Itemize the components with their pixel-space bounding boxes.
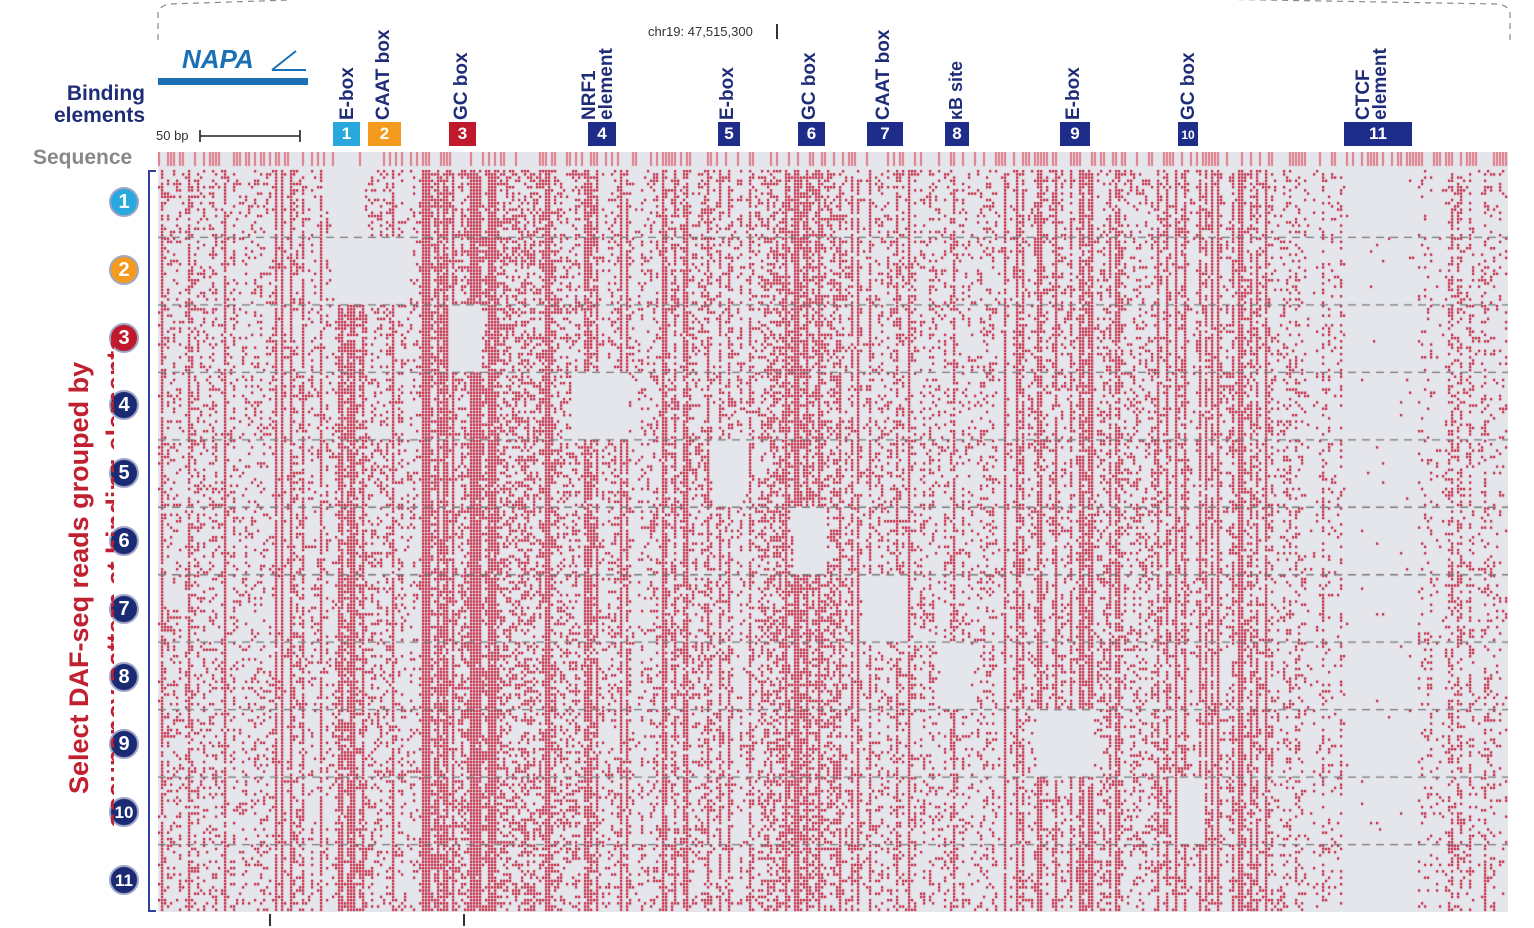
group-badge-2: 2	[109, 254, 139, 285]
group-badge-11: 11	[109, 865, 139, 895]
site-label-7: CAAT box	[873, 29, 894, 120]
site-label-6-line-1: GC box	[799, 52, 820, 120]
site-label-9: E-box	[1063, 67, 1084, 120]
binding-label-line1: Binding	[66, 82, 145, 105]
site-badge-7: 7	[867, 122, 903, 146]
sequence-label: Sequence	[33, 146, 133, 169]
group-axis-cap-bottom	[148, 910, 156, 912]
site-badge-4: 4	[588, 122, 616, 146]
binding-label-line2: elements	[53, 104, 145, 127]
bottom-tick-right	[463, 914, 465, 926]
side-title-line1: Select DAF-seq reads grouped by	[64, 362, 94, 794]
site-label-5-line-1: E-box	[717, 67, 738, 120]
site-label-3-line-1: GC box	[451, 52, 472, 120]
site-badge-5: 5	[718, 122, 740, 146]
binding-elements-label: Binding elements	[30, 83, 145, 127]
site-label-11: CTCF element	[1353, 48, 1391, 120]
scale-bar-label: 50 bp	[156, 128, 189, 143]
site-badge-1: 1	[333, 122, 360, 146]
group-badge-1: 1	[109, 187, 139, 217]
site-badge-9: 9	[1060, 122, 1090, 146]
site-label-5: E-box	[717, 67, 738, 120]
group-badge-6: 6	[109, 526, 139, 556]
group-badge-7: 7	[109, 593, 139, 624]
site-badge-8: 8	[945, 122, 969, 146]
group-axis	[148, 170, 150, 912]
group-axis-cap-top	[148, 170, 156, 172]
site-label-2-line-1: CAAT box	[373, 29, 394, 120]
group-badge-8: 8	[109, 661, 139, 692]
site-label-4: NRF1 element	[579, 48, 617, 120]
side-title: Select DAF-seq reads grouped by occupanc…	[64, 336, 114, 828]
site-label-8-line-1: κB site	[946, 60, 966, 120]
site-label-8: κB site	[946, 60, 966, 120]
group-badge-5: 5	[109, 458, 139, 489]
group-badge-3: 3	[109, 322, 139, 353]
site-badge-3: 3	[449, 122, 476, 146]
site-label-9-line-1: E-box	[1063, 67, 1084, 120]
bottom-tick-left	[269, 914, 271, 926]
group-badge-10: 10	[109, 797, 139, 828]
site-label-11-line-2: element	[1370, 48, 1391, 120]
group-badge-9: 9	[109, 729, 139, 760]
site-badge-10: 10	[1178, 122, 1198, 146]
daf-seq-read-heatmap	[158, 152, 1508, 912]
site-label-1-line-1: E-box	[337, 67, 358, 120]
site-badge-6: 6	[798, 122, 825, 146]
side-title-line2: occupancy pattern at binding elements	[101, 336, 114, 828]
site-label-10-line-1: GC box	[1178, 52, 1199, 120]
site-label-7-line-1: CAAT box	[873, 29, 894, 120]
site-label-10: GC box	[1178, 52, 1199, 120]
site-badge-2: 2	[368, 122, 401, 146]
locus-tick	[776, 24, 778, 39]
site-label-6: GC box	[799, 52, 820, 120]
site-badge-11: 11	[1344, 122, 1412, 146]
locus-bracket	[157, 0, 1511, 40]
gene-arrow-icon	[271, 50, 306, 71]
gene-name: NAPA	[182, 44, 254, 74]
gene-body	[158, 78, 308, 85]
group-badge-4: 4	[109, 390, 139, 421]
site-label-2: CAAT box	[373, 29, 394, 120]
site-label-1: E-box	[337, 67, 358, 120]
scale-bar	[199, 130, 301, 142]
locus-coordinate: chr19: 47,515,300	[648, 24, 753, 39]
site-label-3: GC box	[451, 52, 472, 120]
site-label-4-line-2: element	[596, 48, 617, 120]
